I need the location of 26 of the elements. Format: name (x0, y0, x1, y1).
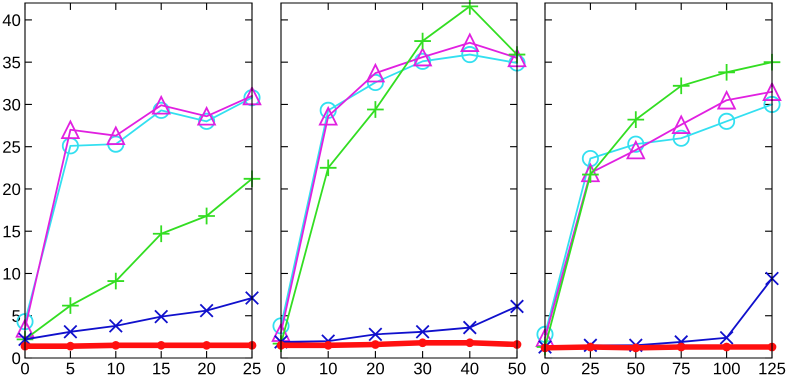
x-tick-label: 10 (320, 362, 337, 374)
x-tick-label: 25 (582, 362, 599, 374)
x-tick-label: 40 (460, 362, 478, 374)
y-tick-label: 0 (12, 352, 20, 364)
x-tick-label: 10 (108, 362, 124, 374)
x-tick-label: 0 (277, 362, 285, 374)
x-tick-label: 5 (66, 362, 74, 374)
y-tick-label: 35 (2, 56, 20, 68)
x-tick-label: 15 (153, 362, 170, 374)
x-tick-label: 100 (714, 362, 740, 374)
y-tick-label: 25 (3, 141, 20, 153)
x-tick-label: 0 (21, 362, 29, 374)
x-tick-label: 20 (366, 362, 384, 374)
y-tick-label: 30 (2, 98, 20, 111)
x-tick-label: 50 (627, 362, 644, 374)
x-tick-label: 20 (198, 362, 216, 374)
x-tick-label: 75 (672, 362, 690, 374)
y-tick-label: 10 (4, 268, 20, 280)
x-tick-label: 0 (541, 362, 549, 374)
x-tick-label: 125 (759, 362, 786, 374)
y-tick-label: 40 (2, 14, 20, 26)
y-tick-label: 20 (3, 183, 20, 196)
x-tick-label: 25 (244, 362, 261, 374)
x-tick-label: 50 (508, 362, 526, 374)
x-tick-label: 30 (414, 362, 432, 374)
y-tick-label: 15 (4, 226, 20, 238)
